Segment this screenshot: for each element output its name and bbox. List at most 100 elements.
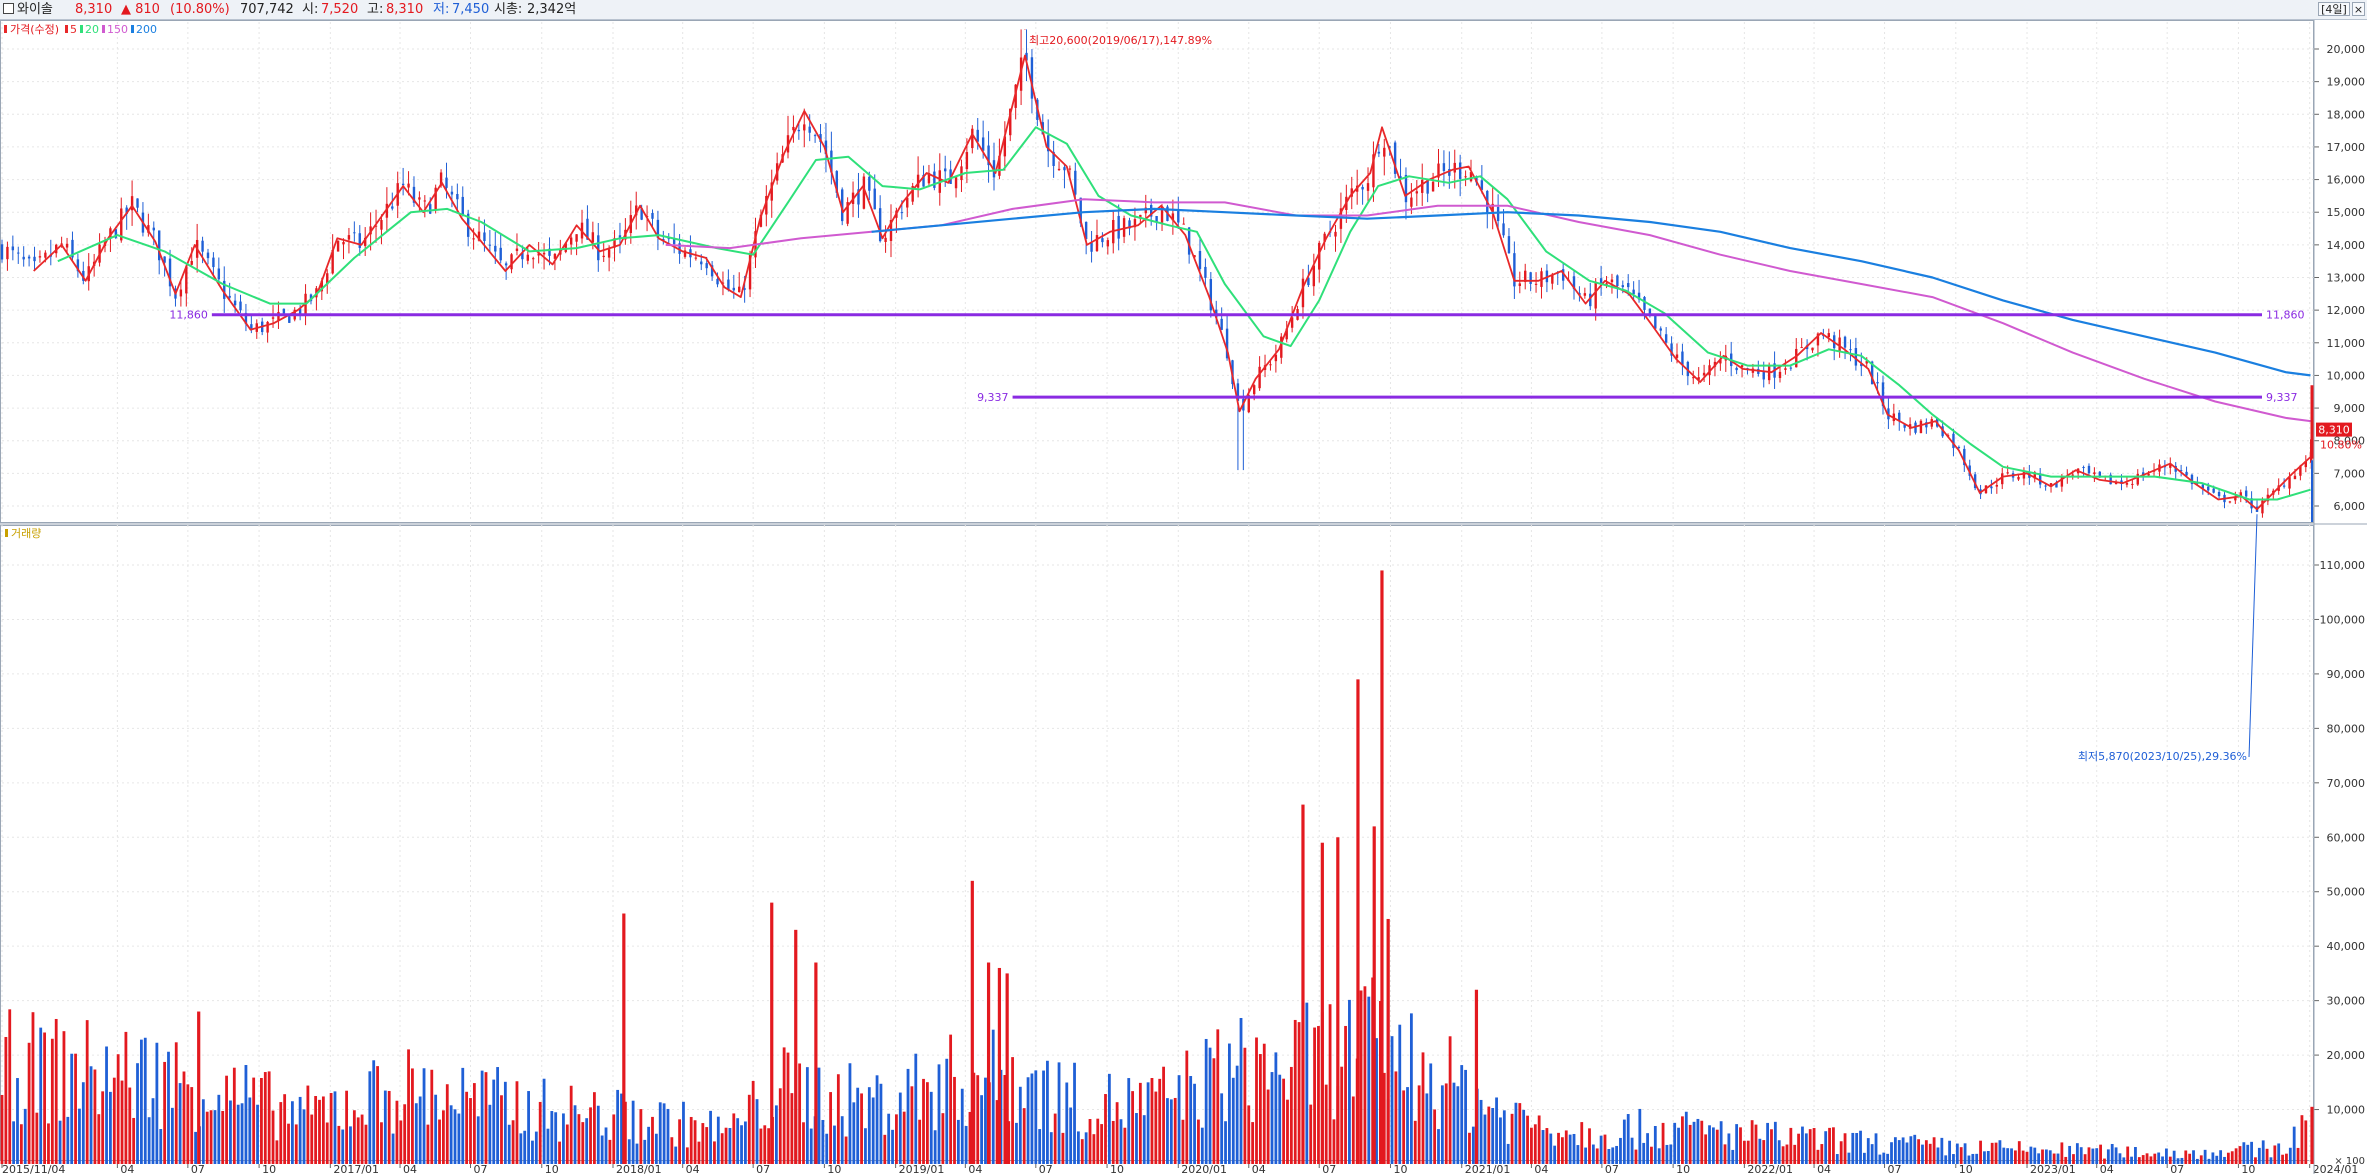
volume-bar	[1979, 1140, 1982, 1164]
ma20-line	[57, 126, 2311, 501]
candle-body	[2261, 500, 2264, 514]
candle-body	[819, 134, 822, 142]
candle-body	[1133, 219, 1137, 228]
candle-body	[2087, 465, 2091, 474]
candle-body	[759, 214, 763, 227]
volume-bar	[860, 1093, 863, 1164]
close-icon[interactable]: ×	[2352, 2, 2365, 16]
volume-bar	[1119, 1119, 1123, 1164]
candle-body	[954, 177, 958, 189]
volume-bar	[1495, 1097, 1498, 1164]
candle-body	[1090, 242, 1093, 252]
volume-bar	[550, 1111, 554, 1164]
candle-body	[1843, 336, 1847, 348]
candle-body	[271, 317, 275, 319]
volume-bar	[902, 1111, 906, 1164]
volume-bar	[817, 1067, 821, 1164]
volume-bar	[2006, 1148, 2010, 1164]
volume-bar	[1158, 1078, 1162, 1164]
volume-tick-label: 70,000	[2327, 777, 2366, 790]
volume-bar	[2048, 1150, 2052, 1164]
volume-bar	[1537, 1115, 1541, 1164]
volume-bar	[1897, 1140, 1901, 1164]
volume-tick-label: 20,000	[2327, 1049, 2366, 1062]
x-tick-label: 07	[1888, 1163, 1902, 1174]
volume-bar	[1526, 1115, 1529, 1164]
volume-bar	[221, 1110, 225, 1164]
candle-body	[1453, 162, 1456, 173]
price-change: ▲ 810	[121, 2, 160, 17]
candle-body	[320, 280, 324, 292]
volume-bar	[627, 1139, 631, 1164]
volume-bar	[1154, 1091, 1158, 1164]
volume-bar	[538, 1101, 542, 1164]
volume-bar	[1611, 1147, 1615, 1164]
volume-bar	[1142, 1115, 1146, 1164]
volume-bar	[1375, 1038, 1378, 1164]
volume-bar	[1413, 1120, 1417, 1164]
period-button[interactable]: [4일]	[2318, 2, 2350, 16]
candle-body	[857, 189, 860, 205]
volume-bar	[852, 1102, 856, 1164]
volume-tick-label: 80,000	[2327, 722, 2366, 735]
volume-bar	[674, 1146, 678, 1164]
volume-bar	[534, 1131, 538, 1164]
candle-body	[233, 300, 237, 306]
volume-bar	[1820, 1144, 1824, 1164]
candle-body	[1269, 364, 1272, 366]
volume-bar	[1115, 1102, 1119, 1164]
volume-bar	[848, 1063, 852, 1164]
candle-body	[2125, 482, 2129, 485]
x-tick-label: 10	[1393, 1163, 1407, 1174]
candle-body	[445, 177, 448, 188]
candle-body	[1784, 368, 1787, 370]
volume-bar	[1715, 1129, 1719, 1164]
window-checkbox[interactable]	[3, 3, 14, 14]
volume-bar	[1781, 1146, 1785, 1164]
volume-bar	[1878, 1154, 1882, 1164]
candle-body	[434, 187, 437, 210]
candle-body	[298, 308, 302, 315]
candle-body	[244, 312, 248, 325]
stock-chart[interactable]: 6,000 7,000 8,000 9,000 10,000 11,000 12,000 13…	[0, 20, 2367, 1174]
volume-spike-bar	[1301, 804, 1305, 1164]
volume-bar	[178, 1083, 182, 1164]
volume-bar	[2118, 1153, 2122, 1164]
volume-bar	[372, 1060, 376, 1164]
volume-bar	[736, 1118, 740, 1164]
x-tick-label: 10	[1110, 1163, 1124, 1174]
volume-bar	[1518, 1103, 1522, 1164]
volume-bar	[1456, 1086, 1460, 1164]
volume-bar	[352, 1110, 356, 1164]
volume-bar	[143, 1037, 147, 1164]
volume-bar	[1452, 1082, 1456, 1164]
volume-bar	[2025, 1151, 2029, 1164]
volume-bar	[2203, 1149, 2207, 1164]
volume-bar	[333, 1091, 337, 1164]
volume-bar	[1224, 1121, 1227, 1164]
volume-bar	[54, 1018, 58, 1164]
volume-bar	[1591, 1144, 1595, 1164]
candle-body	[1030, 57, 1034, 99]
volume-bar	[1088, 1118, 1092, 1164]
x-tick-label: 04	[1817, 1163, 1831, 1174]
volume-bar	[929, 1091, 933, 1164]
volume-spike-bar	[794, 929, 798, 1164]
candle-body	[1068, 168, 1072, 170]
candle-body	[981, 137, 985, 151]
candle-body	[456, 194, 459, 200]
candle-body	[564, 243, 567, 252]
candle-body	[1675, 354, 1679, 358]
volume-bar	[1363, 986, 1367, 1164]
x-tick-label: 2019/01	[899, 1163, 945, 1174]
volume-bar	[1928, 1143, 1932, 1164]
volume-bar	[1502, 1110, 1506, 1164]
volume-spike-bar	[1380, 570, 1384, 1164]
price-change-pct: (10.80%)	[170, 2, 230, 17]
volume-bar	[2091, 1148, 2095, 1164]
support-line-label-right: 11,860	[2266, 309, 2305, 322]
volume-bar	[116, 1054, 120, 1164]
volume-bar	[2064, 1156, 2068, 1164]
volume-bar	[267, 1071, 271, 1164]
volume-bar	[836, 1074, 840, 1164]
